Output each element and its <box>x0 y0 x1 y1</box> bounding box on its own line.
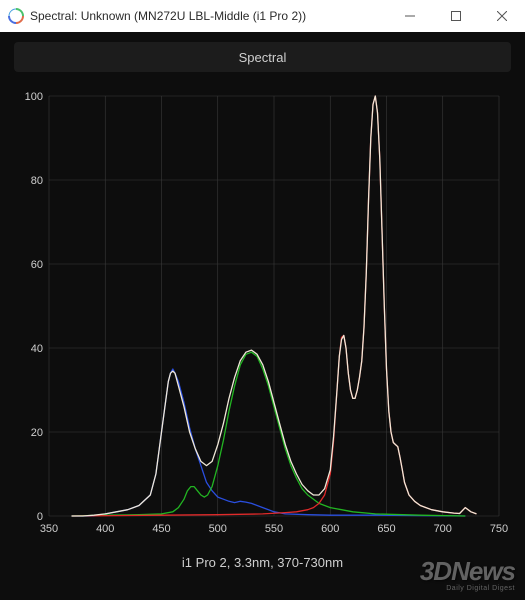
window-title: Spectral: Unknown (MN272U LBL-Middle (i1… <box>30 9 306 23</box>
svg-text:350: 350 <box>40 523 58 535</box>
spectral-chart: 350 400 450 500 550 600 650 700 750 0 20 40 60 80 100 <box>14 86 511 541</box>
svg-text:80: 80 <box>31 175 43 187</box>
svg-text:700: 700 <box>434 523 452 535</box>
window-controls <box>387 0 525 32</box>
tab-spectral[interactable]: Spectral <box>14 42 511 72</box>
close-button[interactable] <box>479 0 525 32</box>
svg-text:0: 0 <box>37 511 43 523</box>
window-titlebar: Spectral: Unknown (MN272U LBL-Middle (i1… <box>0 0 525 32</box>
svg-text:20: 20 <box>31 427 43 439</box>
svg-text:750: 750 <box>490 523 508 535</box>
svg-text:650: 650 <box>377 523 395 535</box>
svg-text:550: 550 <box>265 523 283 535</box>
svg-text:400: 400 <box>96 523 114 535</box>
svg-text:60: 60 <box>31 259 43 271</box>
app-body: Spectral 350 400 450 500 550 600 650 700 750 0 20 4… <box>0 32 525 600</box>
tab-spectral-label: Spectral <box>239 50 287 65</box>
minimize-button[interactable] <box>387 0 433 32</box>
svg-text:500: 500 <box>209 523 227 535</box>
device-info-label: i1 Pro 2, 3.3nm, 370-730nm <box>14 555 511 570</box>
svg-text:100: 100 <box>25 91 43 103</box>
watermark-tagline: Daily Digital Digest <box>420 585 515 592</box>
svg-text:450: 450 <box>152 523 170 535</box>
maximize-button[interactable] <box>433 0 479 32</box>
svg-text:40: 40 <box>31 343 43 355</box>
app-icon <box>8 8 24 24</box>
svg-text:600: 600 <box>321 523 339 535</box>
